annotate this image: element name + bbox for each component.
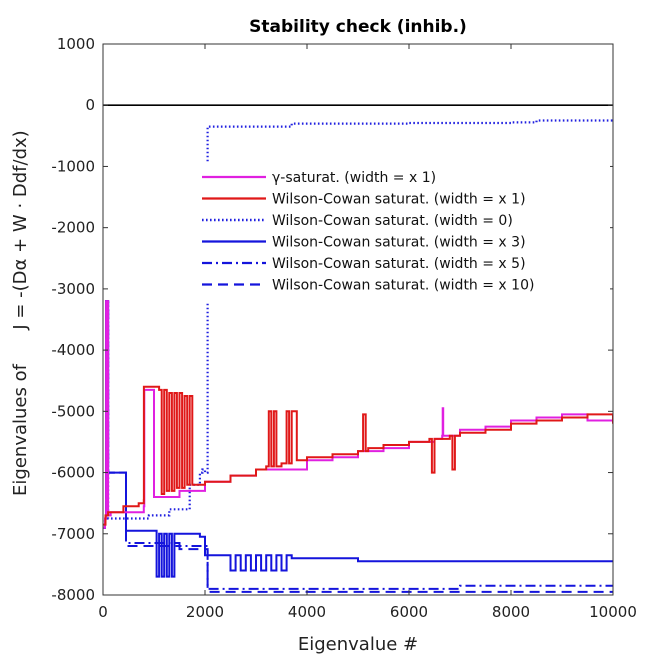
legend-label-1: γ-saturat. (width = x 1) <box>272 170 436 186</box>
x-axis-label: Eigenvalue # <box>298 634 418 655</box>
x-tick-label: 10000 <box>589 603 637 621</box>
legend-label-3: Wilson-Cowan saturat. (width = 0) <box>272 213 513 229</box>
y-axis: 1000 0 -1000 -2000 -3000 -4000 -5000 -6000 -7000… <box>51 35 613 604</box>
plot-background <box>103 44 613 595</box>
series-line-2 <box>103 385 613 526</box>
y-tick-label: -5000 <box>51 402 95 420</box>
chart-title: Stability check (inhib.) <box>249 17 467 37</box>
legend-label-6: Wilson-Cowan saturat. (width = x 10) <box>272 278 534 294</box>
legend-label-2: Wilson-Cowan saturat. (width = x 1) <box>272 192 526 208</box>
x-axis: 0 2000 4000 6000 8000 10000 <box>98 44 637 621</box>
y-tick-label: -6000 <box>51 464 95 482</box>
y-tick-label: 0 <box>85 96 95 114</box>
x-tick-label: 0 <box>98 603 108 621</box>
y-tick-label: 1000 <box>57 35 95 53</box>
y-axis-label-formula: J = -(Dα + W · Ddf/dx) <box>10 130 31 330</box>
series-line-4 <box>103 300 613 578</box>
y-tick-label: -7000 <box>51 525 95 543</box>
y-tick-label: -4000 <box>51 341 95 359</box>
y-tick-label: -2000 <box>51 219 95 237</box>
y-tick-label: -3000 <box>51 280 95 298</box>
plot-frame <box>102 43 614 596</box>
series-layer <box>103 119 613 593</box>
x-tick-label: 4000 <box>288 603 326 621</box>
x-tick-label: 6000 <box>390 603 428 621</box>
x-tick-label: 8000 <box>492 603 530 621</box>
y-tick-label: -1000 <box>51 157 95 175</box>
legend: γ-saturat. (width = x 1) Wilson-Cowan sat… <box>196 163 610 303</box>
legend-label-4: Wilson-Cowan saturat. (width = x 3) <box>272 235 526 251</box>
legend-box <box>196 163 610 303</box>
y-tick-label: -8000 <box>51 586 95 604</box>
x-tick-label: 2000 <box>186 603 224 621</box>
y-axis-label-prefix: Eigenvalues of <box>10 363 31 496</box>
plot-area <box>102 43 614 596</box>
legend-label-5: Wilson-Cowan saturat. (width = x 5) <box>272 256 526 272</box>
series-line-1 <box>103 300 613 529</box>
y-axis-label: Eigenvalues of J = -(Dα + W · Ddf/dx) <box>10 130 31 496</box>
